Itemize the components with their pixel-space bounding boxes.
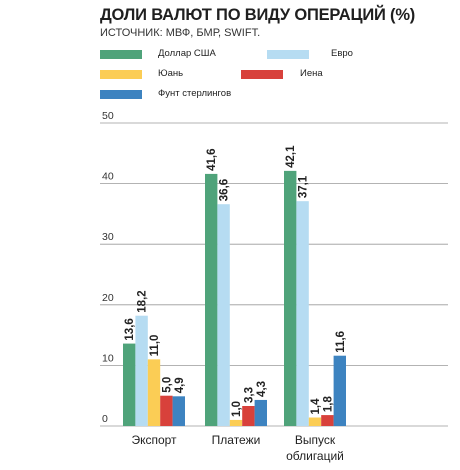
bar bbox=[160, 395, 173, 426]
bar bbox=[333, 355, 346, 426]
bar bbox=[205, 173, 218, 426]
y-tick-label: 0 bbox=[102, 413, 108, 425]
x-tick-label: Выпуск bbox=[295, 433, 336, 447]
y-tick-label: 50 bbox=[102, 110, 114, 122]
data-label: 37,1 bbox=[298, 175, 310, 198]
legend-label-eur: Евро bbox=[331, 48, 353, 59]
legend-swatch-cny bbox=[100, 70, 142, 79]
x-tick-label: Экспорт bbox=[131, 433, 177, 447]
data-label: 5,0 bbox=[161, 377, 173, 393]
legend-swatch-gbp bbox=[100, 90, 142, 99]
data-label: 41,6 bbox=[206, 149, 218, 171]
data-label: 1,4 bbox=[310, 398, 322, 415]
chart-legend: Доллар США Евро Юань Иена Фунт стерлинго… bbox=[100, 46, 450, 104]
bar bbox=[123, 343, 136, 426]
bar bbox=[229, 419, 243, 426]
data-label: 42,1 bbox=[285, 145, 297, 168]
data-label: 11,0 bbox=[149, 335, 161, 357]
bar bbox=[308, 417, 322, 426]
data-label: 13,6 bbox=[124, 318, 136, 340]
data-label: 4,9 bbox=[174, 377, 186, 393]
legend-swatch-jpy bbox=[241, 70, 283, 79]
bar bbox=[242, 406, 255, 426]
legend-label-gbp: Фунт стерлингов bbox=[158, 88, 232, 99]
bar bbox=[296, 201, 309, 426]
bar bbox=[172, 396, 185, 426]
data-label: 1,8 bbox=[322, 396, 334, 413]
bar bbox=[135, 315, 148, 426]
x-tick-label: облигаций bbox=[286, 449, 344, 463]
data-label: 3,3 bbox=[243, 387, 255, 403]
chart-source: ИСТОЧНИК: МВФ, БМР, SWIFT. bbox=[100, 27, 261, 39]
y-tick-label: 30 bbox=[102, 231, 114, 243]
bar bbox=[217, 204, 230, 426]
data-label: 18,2 bbox=[137, 290, 149, 312]
legend-swatch-eur bbox=[267, 50, 309, 59]
chart-title: ДОЛИ ВАЛЮТ ПО ВИДУ ОПЕРАЦИЙ (%) bbox=[100, 6, 416, 24]
data-label: 4,3 bbox=[256, 381, 268, 397]
legend-label-usd: Доллар США bbox=[158, 48, 216, 59]
legend-label-cny: Юань bbox=[158, 68, 184, 79]
y-tick-label: 10 bbox=[102, 352, 114, 364]
data-label: 36,6 bbox=[219, 179, 231, 201]
x-tick-label: Платежи bbox=[212, 433, 261, 447]
legend-label-jpy: Иена bbox=[300, 68, 323, 79]
bar bbox=[147, 359, 161, 426]
bar bbox=[284, 170, 297, 426]
legend-swatch-usd bbox=[100, 50, 142, 59]
y-tick-label: 20 bbox=[102, 292, 114, 304]
data-label: 11,6 bbox=[335, 331, 347, 353]
y-tick-label: 40 bbox=[102, 171, 114, 183]
bar bbox=[321, 415, 334, 426]
data-label: 1,0 bbox=[231, 401, 243, 417]
bar bbox=[254, 399, 267, 426]
